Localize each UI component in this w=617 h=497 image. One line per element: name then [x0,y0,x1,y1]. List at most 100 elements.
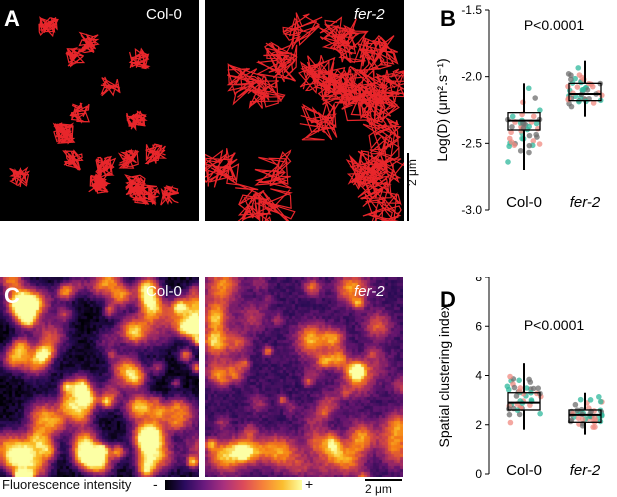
tracks-col0 [9,16,180,206]
data-point [505,386,512,393]
track [202,148,240,188]
track [95,155,117,178]
track [329,24,369,64]
track [100,76,121,97]
box [568,82,602,102]
scalebar-a [407,153,409,221]
data-point [589,83,596,90]
data-point [590,424,596,430]
data-point [574,84,581,90]
track [139,184,161,206]
data-point [507,419,514,426]
scalebar-c-label: 2 μm [365,482,392,496]
track [128,185,151,206]
y-tick-label: 8 [475,277,482,284]
data-point [584,87,591,93]
track [117,148,140,169]
track [38,16,59,38]
y-tick-label: 2 [475,418,482,432]
track [255,188,296,228]
heatmap-col0 [0,277,199,477]
track [77,31,100,54]
panel-c-image-fer2 [205,277,403,477]
data-point [597,398,604,405]
data-point [537,410,543,417]
panel-letter-c: C [4,283,20,308]
track [298,54,341,95]
data-point [575,65,582,71]
box [507,392,541,411]
heatmap-fer2 [205,277,403,477]
track [349,65,388,107]
panel-a-image-col0 [0,0,199,221]
data-point [513,393,520,399]
tracks-fer2 [202,12,413,228]
y-tick-label: -2.0 [461,70,482,84]
chart-b: -1.5 -2.0 -2.5 -3.0 Log(D) (μm².s⁻¹) P<0.0001… [434,3,605,217]
track [90,173,112,194]
label-fer2-c: fer-2 [354,283,385,300]
track [351,166,393,203]
data-point [536,141,543,147]
data-point [508,129,514,136]
data-point [511,384,518,391]
y-tick-label: -2.5 [461,136,482,150]
panel-letter-b: B [440,6,456,31]
data-point [526,149,532,156]
track [316,68,359,110]
track [299,100,338,141]
track [128,47,151,70]
data-point [572,401,579,408]
data-point [530,113,537,120]
data-point [576,98,582,105]
data-point [579,416,586,423]
track [144,143,168,165]
data-point [530,385,537,392]
label-col0-a: Col-0 [146,6,182,23]
colorbar-gradient [165,480,302,490]
data-point [505,159,511,165]
box [568,409,602,423]
scalebar-c [365,479,402,481]
data-point [565,83,571,90]
y-tick-label: -1.5 [461,3,482,17]
track [124,174,146,197]
data-point [516,411,523,418]
track [360,85,400,127]
data-point [517,147,524,154]
track [125,110,148,132]
track [246,74,286,109]
p-value-annotation: P<0.0001 [524,17,585,33]
track [282,12,323,50]
data-point [532,95,539,101]
colorbar-label: Fluorescence intensity [2,477,132,492]
data-point [535,385,542,391]
data-point [533,120,540,127]
label-fer2-a: fer-2 [354,6,385,23]
data-point [526,132,533,139]
track [254,149,292,189]
track [9,166,31,188]
data-point [506,143,512,150]
panel-a-image-fer2 [202,0,413,228]
track [62,149,84,171]
track [160,185,180,206]
data-point [568,103,575,110]
data-point [520,120,526,127]
data-point [509,124,515,130]
y-axis-label: Spatial clustering index [436,304,452,448]
category-label: Col-0 [506,194,542,211]
y-tick-label: -3.0 [461,203,482,217]
data-point [527,379,534,385]
data-point [530,138,537,144]
data-point [596,394,602,400]
data-point [506,411,513,418]
y-tick-label: 0 [475,467,482,481]
data-point [565,96,571,103]
data-point [508,139,515,145]
track [356,34,399,76]
data-point [572,75,578,82]
data-point [577,396,584,403]
data-point [506,406,512,412]
data-point [568,76,574,83]
